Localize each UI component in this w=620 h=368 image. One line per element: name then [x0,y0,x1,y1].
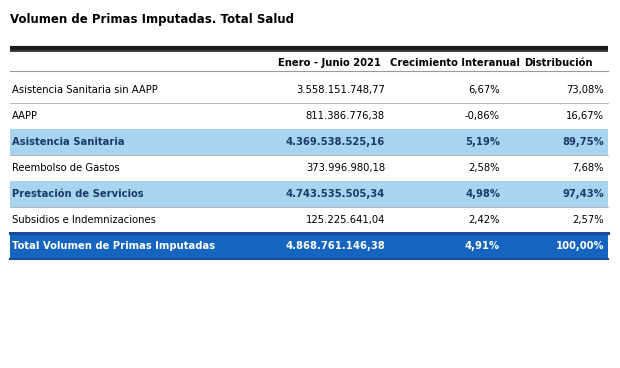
Text: 3.558.151.748,77: 3.558.151.748,77 [296,85,385,95]
Text: 4.369.538.525,16: 4.369.538.525,16 [286,137,385,147]
Text: 100,00%: 100,00% [556,241,604,251]
Text: 4.743.535.505,34: 4.743.535.505,34 [286,189,385,199]
Text: 16,67%: 16,67% [566,111,604,121]
Text: 73,08%: 73,08% [567,85,604,95]
Text: Volumen de Primas Imputadas. Total Salud: Volumen de Primas Imputadas. Total Salud [10,13,294,26]
Text: Reembolso de Gastos: Reembolso de Gastos [12,163,120,173]
Text: Distribución: Distribución [524,58,592,68]
Text: 4,91%: 4,91% [465,241,500,251]
Bar [10,129,608,155]
Text: 125.225.641,04: 125.225.641,04 [306,215,385,225]
Text: 97,43%: 97,43% [562,189,604,199]
Text: Subsidios e Indemnizaciones: Subsidios e Indemnizaciones [12,215,156,225]
Text: Asistencia Sanitaria: Asistencia Sanitaria [12,137,125,147]
Bar [10,233,608,259]
Text: Total Volumen de Primas Imputadas: Total Volumen de Primas Imputadas [12,241,215,251]
Text: 2,42%: 2,42% [469,215,500,225]
Text: 811.386.776,38: 811.386.776,38 [306,111,385,121]
Text: 2,57%: 2,57% [572,215,604,225]
Text: Enero - Junio 2021: Enero - Junio 2021 [278,58,381,68]
Text: Crecimiento Interanual: Crecimiento Interanual [390,58,520,68]
Text: 4.868.761.146,38: 4.868.761.146,38 [285,241,385,251]
Text: Asistencia Sanitaria sin AAPP: Asistencia Sanitaria sin AAPP [12,85,157,95]
Text: AAPP: AAPP [12,111,38,121]
Text: 89,75%: 89,75% [562,137,604,147]
Text: 5,19%: 5,19% [465,137,500,147]
Text: 7,68%: 7,68% [572,163,604,173]
Text: 6,67%: 6,67% [468,85,500,95]
Text: Prestación de Servicios: Prestación de Servicios [12,189,144,199]
Text: 4,98%: 4,98% [465,189,500,199]
Text: 2,58%: 2,58% [469,163,500,173]
Text: 373.996.980,18: 373.996.980,18 [306,163,385,173]
Bar [10,181,608,207]
Text: -0,86%: -0,86% [465,111,500,121]
